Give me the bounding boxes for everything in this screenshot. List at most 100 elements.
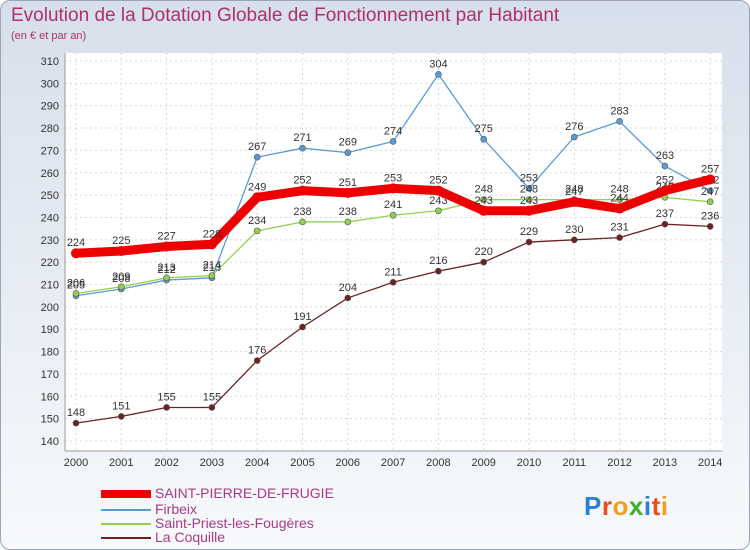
data-point xyxy=(72,290,80,297)
legend-swatch-saint-pierre xyxy=(101,490,151,499)
y-tick-label: 290 xyxy=(41,101,59,113)
data-label: 248 xyxy=(475,184,493,196)
data-label: 238 xyxy=(339,206,357,218)
logo-letter: i xyxy=(643,491,652,521)
data-label: 225 xyxy=(112,235,130,247)
data-label: 252 xyxy=(656,175,674,187)
x-tick-label: 2006 xyxy=(336,457,360,469)
legend-swatch-saint-priest xyxy=(101,523,151,526)
data-point xyxy=(72,419,80,427)
data-point xyxy=(389,211,397,219)
data-label: 204 xyxy=(339,282,357,294)
data-label: 267 xyxy=(248,141,266,153)
x-tick-label: 2013 xyxy=(653,457,677,469)
data-point xyxy=(480,135,488,143)
logo-letter: i xyxy=(660,491,669,521)
data-label: 211 xyxy=(384,266,402,278)
data-point xyxy=(614,203,625,214)
data-label: 228 xyxy=(203,228,221,240)
data-point xyxy=(706,187,714,194)
data-label: 224 xyxy=(67,237,85,249)
y-tick-label: 220 xyxy=(41,257,59,269)
y-tick-label: 170 xyxy=(41,369,59,381)
data-point xyxy=(208,272,216,279)
proxiti-logo: Proxiti xyxy=(584,491,668,522)
data-point xyxy=(661,162,669,170)
data-label: 212 xyxy=(157,264,175,276)
data-label: 238 xyxy=(293,206,311,218)
y-tick-label: 210 xyxy=(41,280,59,292)
data-label: 271 xyxy=(293,132,311,144)
x-tick-label: 2012 xyxy=(607,457,631,469)
data-label: 249 xyxy=(248,181,266,193)
legend-swatch-firbeix xyxy=(101,509,151,512)
data-point xyxy=(570,236,578,244)
data-point xyxy=(433,185,444,196)
data-label: 209 xyxy=(112,271,130,283)
data-label: 251 xyxy=(339,177,357,189)
data-label: 248 xyxy=(565,184,583,196)
data-point xyxy=(525,196,533,203)
data-point xyxy=(116,246,127,256)
data-label: 155 xyxy=(203,391,221,403)
x-tick-label: 2014 xyxy=(698,457,722,469)
x-tick-label: 2007 xyxy=(381,457,405,469)
data-label: 227 xyxy=(157,231,175,243)
data-label: 243 xyxy=(520,195,538,207)
data-label: 151 xyxy=(112,400,130,412)
data-label: 208 xyxy=(112,273,130,285)
data-label: 257 xyxy=(701,163,719,175)
data-point xyxy=(616,196,623,203)
data-label: 216 xyxy=(429,255,447,267)
y-tick-label: 270 xyxy=(41,145,59,157)
logo-letter: x xyxy=(628,491,644,521)
data-label: 206 xyxy=(67,277,85,289)
data-point xyxy=(344,218,352,226)
data-point xyxy=(435,267,442,275)
data-point xyxy=(118,283,125,291)
y-tick-label: 160 xyxy=(41,391,59,403)
data-point xyxy=(524,205,534,216)
data-label: 243 xyxy=(429,195,447,207)
data-label: 148 xyxy=(67,407,85,419)
data-label: 234 xyxy=(248,215,266,227)
y-tick-label: 240 xyxy=(41,212,59,224)
data-point xyxy=(253,357,261,364)
y-tick-label: 260 xyxy=(41,168,59,180)
data-label: 247 xyxy=(565,186,583,198)
data-label: 220 xyxy=(475,246,493,258)
x-tick-label: 2003 xyxy=(200,457,224,469)
data-point xyxy=(525,185,533,192)
chart-title: Evolution de la Dotation Globale de Fonc… xyxy=(11,5,560,26)
data-point xyxy=(342,187,353,198)
data-point xyxy=(208,404,216,411)
data-label: 176 xyxy=(248,345,266,357)
data-point xyxy=(525,238,533,246)
data-point xyxy=(118,413,125,420)
data-point xyxy=(163,404,170,411)
x-tick-label: 2000 xyxy=(64,457,88,469)
data-label: 205 xyxy=(67,280,85,292)
data-point xyxy=(71,248,81,259)
y-tick-label: 300 xyxy=(41,78,59,90)
data-point xyxy=(163,274,170,282)
data-label: 229 xyxy=(520,226,538,238)
legend-label-firbeix: Firbeix xyxy=(155,501,198,517)
x-tick-label: 2010 xyxy=(517,457,541,469)
data-label: 248 xyxy=(520,184,538,196)
y-tick-label: 250 xyxy=(41,190,59,202)
data-point xyxy=(706,198,714,206)
data-point xyxy=(706,223,714,230)
x-tick-label: 2001 xyxy=(109,457,133,469)
y-tick-label: 180 xyxy=(41,347,59,359)
data-label: 155 xyxy=(157,391,175,403)
data-point xyxy=(661,220,669,228)
logo-letter: P xyxy=(584,491,602,521)
data-point xyxy=(705,174,716,185)
legend-item-saint-priest: Saint-Priest-les-Fougères xyxy=(101,515,314,531)
data-point xyxy=(659,185,670,196)
logo-letter: t xyxy=(651,491,661,521)
y-tick-label: 280 xyxy=(41,123,59,135)
